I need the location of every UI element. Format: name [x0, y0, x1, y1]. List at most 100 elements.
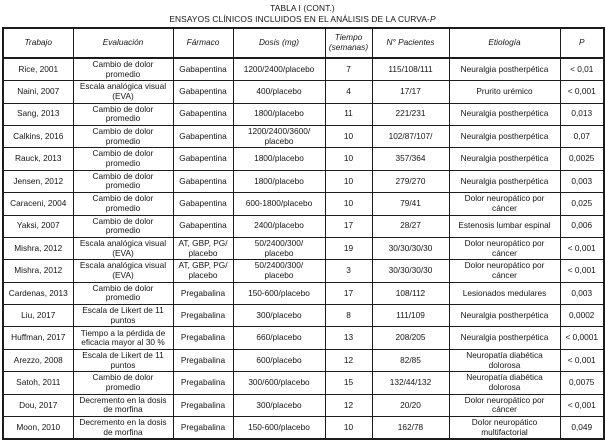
cell-evaluacion: Cambio de dolor promedio — [72, 371, 174, 395]
cell-tiempo: 8 — [324, 304, 373, 328]
cell-tiempo: 10 — [324, 124, 373, 149]
cell-evaluacion: Escala analógica visual (EVA) — [72, 259, 174, 283]
cell-dosis: 300/placebo — [232, 393, 326, 418]
cell-dosis: 1200/2400/3600/ placebo — [232, 124, 326, 149]
cell-tiempo: 13 — [324, 326, 373, 350]
cell-farmaco: Pregabalina — [172, 348, 234, 373]
cell-farmaco: Pregabalina — [172, 304, 234, 328]
cell-farmaco: Pregabalina — [172, 371, 234, 395]
title-line2: ENSAYOS CLÍNICOS INCLUIDOS EN EL ANÁLISI… — [0, 14, 605, 25]
cell-p: < 0,001 — [559, 80, 605, 104]
cell-pacientes: 279/270 — [371, 169, 450, 194]
cell-pacientes: 357/364 — [371, 147, 450, 171]
cell-evaluacion: Cambio de dolor promedio — [72, 169, 174, 194]
cell-dosis: 300/600/placebo — [232, 371, 326, 395]
title-line2-p-italic: P — [429, 14, 436, 24]
column-header-etiologia: Etiología — [448, 27, 561, 59]
cell-dosis: 50/2400/300/ placebo — [232, 259, 326, 283]
cell-pacientes: 115/108/111 — [371, 57, 450, 82]
cell-tiempo: 19 — [324, 236, 373, 261]
cell-p: 0,0025 — [559, 147, 605, 171]
cell-dosis: 400/placebo — [232, 80, 326, 104]
cell-farmaco: Gabapentina — [172, 80, 234, 104]
cell-trabajo: Dou, 2017 — [2, 393, 74, 418]
cell-dosis: 1800/placebo — [232, 102, 326, 126]
cell-dosis: 2400/placebo — [232, 214, 326, 238]
cell-tiempo: 4 — [324, 80, 373, 104]
cell-pacientes: 82/85 — [371, 348, 450, 373]
cell-trabajo: Rice, 2001 — [2, 57, 74, 82]
cell-etiologia: Prurito urémico — [448, 80, 561, 104]
cell-evaluacion: Escala de Likert de 11 puntos — [72, 304, 174, 328]
cell-pacientes: 102/87/107/ — [371, 124, 450, 149]
table-row: Dou, 2017 Decremento en la dosis de morfi… — [2, 393, 605, 418]
title-line1: TABLA I (CONT.) — [270, 3, 335, 13]
title-line2-text: ENSAYOS CLÍNICOS INCLUIDOS EN EL ANÁLISI… — [169, 14, 430, 24]
cell-dosis: 1200/2400/placebo — [232, 57, 326, 82]
cell-evaluacion: Cambio de dolor promedio — [72, 147, 174, 171]
cell-evaluacion: Cambio de dolor promedio — [72, 57, 174, 82]
cell-pacientes: 17/17 — [371, 80, 450, 104]
table-row: Rauck, 2013 Cambio de dolor promedio Gabap… — [2, 147, 605, 171]
column-header-tiempo: Tiempo (semanas) — [324, 27, 373, 59]
cell-trabajo: Huffman, 2017 — [2, 326, 74, 350]
cell-dosis: 660/placebo — [232, 326, 326, 350]
cell-tiempo: 10 — [324, 192, 373, 216]
cell-trabajo: Arezzo, 2008 — [2, 348, 74, 373]
table-row: Mishra, 2012 Escala analógica visual (EVA… — [2, 259, 605, 283]
cell-tiempo: 17 — [324, 281, 373, 306]
cell-evaluacion: Escala analógica visual (EVA) — [72, 80, 174, 104]
cell-pacientes: 30/30/30/30 — [371, 236, 450, 261]
table-row: Jensen, 2012 Cambio de dolor promedio Gaba… — [2, 169, 605, 194]
cell-tiempo: 3 — [324, 259, 373, 283]
table-row: Arezzo, 2008 Escala de Likert de 11 punto… — [2, 348, 605, 373]
cell-etiologia: Neuralgia postherpética — [448, 147, 561, 171]
cell-p: < 0,001 — [559, 348, 605, 373]
cell-farmaco: Pregabalina — [172, 416, 234, 440]
cell-trabajo: Caraceni, 2004 — [2, 192, 74, 216]
cell-p: < 0,001 — [559, 393, 605, 418]
cell-p: 0,07 — [559, 124, 605, 149]
cell-farmaco: Gabapentina — [172, 124, 234, 149]
cell-trabajo: Rauck, 2013 — [2, 147, 74, 171]
table-row: Liu, 2017 Escala de Likert de 11 puntos Pr… — [2, 304, 605, 328]
cell-dosis: 600-1800/placebo — [232, 192, 326, 216]
cell-tiempo: 12 — [324, 348, 373, 373]
cell-trabajo: Mishra, 2012 — [2, 259, 74, 283]
cell-pacientes: 208/205 — [371, 326, 450, 350]
cell-evaluacion: Cambio de dolor promedio — [72, 124, 174, 149]
table-row: Mishra, 2012 Escala analógica visual (EVA… — [2, 236, 605, 261]
cell-trabajo: Jensen, 2012 — [2, 169, 74, 194]
cell-dosis: 300/placebo — [232, 304, 326, 328]
cell-etiologia: Neuropatía diabética dolorosa — [448, 371, 561, 395]
cell-p: 0,0075 — [559, 371, 605, 395]
cell-evaluacion: Cambio de dolor promedio — [72, 281, 174, 306]
cell-etiologia: Neuralgia postherpética — [448, 326, 561, 350]
column-header-pacientes: N° Pacientes — [371, 27, 450, 59]
cell-pacientes: 30/30/30/30 — [371, 259, 450, 283]
cell-pacientes: 108/112 — [371, 281, 450, 306]
cell-dosis: 150-600/placebo — [232, 281, 326, 306]
table-row: Moon, 2010 Decremento en la dosis de morf… — [2, 416, 605, 440]
cell-farmaco: Pregabalina — [172, 281, 234, 306]
table-row: Rice, 2001 Cambio de dolor promedio Gabape… — [2, 57, 605, 82]
cell-trabajo: Moon, 2010 — [2, 416, 74, 440]
table-row: Naini, 2007 Escala analógica visual (EVA)… — [2, 80, 605, 104]
cell-etiologia: Lesionados medulares — [448, 281, 561, 306]
table-body: Rice, 2001 Cambio de dolor promedio Gabape… — [2, 57, 605, 440]
cell-farmaco: Gabapentina — [172, 147, 234, 171]
column-header-trabajo: Trabajo — [2, 27, 74, 59]
table-row: Yaksi, 2007 Cambio de dolor promedio Gabap… — [2, 214, 605, 238]
table-row: Cardenas, 2013 Cambio de dolor promedio Pr… — [2, 281, 605, 306]
cell-pacientes: 28/27 — [371, 214, 450, 238]
cell-etiologia: Dolor neuropático multifactorial — [448, 416, 561, 440]
cell-etiologia: Estenosis lumbar espinal — [448, 214, 561, 238]
cell-dosis: 600/placebo — [232, 348, 326, 373]
cell-farmaco: Gabapentina — [172, 169, 234, 194]
cell-trabajo: Sang, 2013 — [2, 102, 74, 126]
cell-evaluacion: Decremento en la dosis de morfina — [72, 393, 174, 418]
cell-trabajo: Calkins, 2016 — [2, 124, 74, 149]
header-row: Trabajo Evaluación Fármaco Dosis (mg) Ti… — [2, 27, 605, 59]
cell-tiempo: 17 — [324, 214, 373, 238]
cell-etiologia: Dolor neuropático por cáncer — [448, 236, 561, 261]
